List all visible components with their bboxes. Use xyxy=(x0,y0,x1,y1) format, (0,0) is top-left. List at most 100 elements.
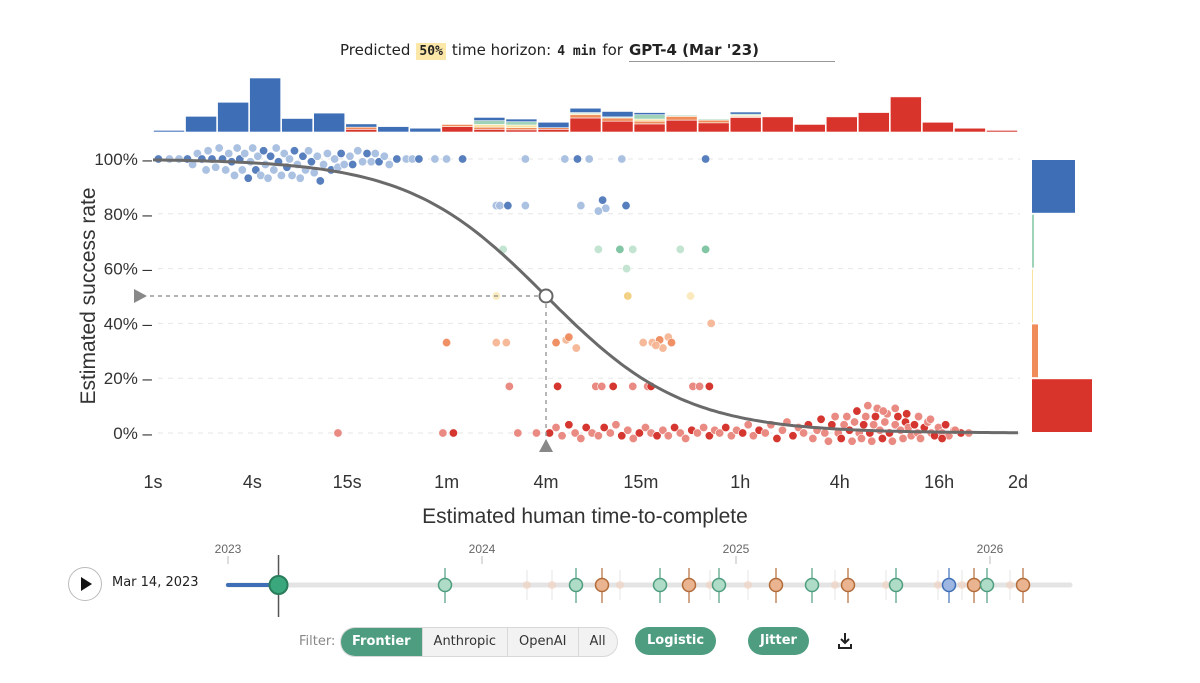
timeline-model-marker xyxy=(941,577,957,593)
x-tick-label: 1h xyxy=(730,472,750,492)
data-point xyxy=(572,154,582,164)
data-point xyxy=(640,423,650,433)
data-point xyxy=(686,291,696,301)
timeline-model-marker xyxy=(652,577,668,593)
timeline-faint-model xyxy=(523,581,531,589)
data-point xyxy=(295,173,305,183)
horizon-marker xyxy=(538,288,554,304)
top-histogram-bar xyxy=(601,120,634,133)
data-point xyxy=(598,195,608,205)
timeline-model-marker xyxy=(1015,577,1031,593)
timeline-faint-model xyxy=(831,581,839,589)
data-point xyxy=(237,165,247,175)
data-point xyxy=(224,149,234,159)
filter-anthropic[interactable]: Anthropic xyxy=(423,628,509,656)
download-icon[interactable] xyxy=(836,631,854,651)
top-histogram-bar xyxy=(569,114,602,119)
data-point xyxy=(634,428,644,438)
data-point xyxy=(279,149,289,159)
timeline: 2023 2024 2025 2026 xyxy=(215,542,1073,617)
data-point xyxy=(581,423,591,433)
data-point xyxy=(513,428,523,438)
data-points xyxy=(153,143,974,446)
data-point xyxy=(842,412,852,422)
timeline-model-marker xyxy=(594,577,610,593)
filter-openai[interactable]: OpenAI xyxy=(508,628,579,656)
x-tick-label: 15s xyxy=(333,472,362,492)
top-histogram-bar xyxy=(569,107,602,113)
timeline-model-marker xyxy=(888,577,904,593)
x-tick-label: 16h xyxy=(924,472,954,492)
play-button[interactable] xyxy=(68,567,102,601)
top-histogram-bar xyxy=(665,119,698,133)
data-point xyxy=(232,143,242,153)
data-point xyxy=(298,151,308,161)
timeline-model-marker xyxy=(840,577,856,593)
data-point xyxy=(808,433,818,443)
jitter-toggle[interactable]: Jitter xyxy=(748,627,809,655)
data-point xyxy=(704,381,714,391)
data-point xyxy=(560,154,570,164)
data-point xyxy=(902,409,912,419)
top-histogram-bar xyxy=(569,117,602,133)
x-tick-label: 1s xyxy=(143,472,162,492)
data-point xyxy=(847,436,857,446)
logistic-fit-toggle[interactable]: Logistic fit xyxy=(635,627,717,676)
data-point xyxy=(442,338,452,348)
model-selector[interactable]: GPT-4 (Mar '23) xyxy=(628,41,835,62)
y-axis-label: Estimated success rate xyxy=(77,187,100,404)
x-tick-label: 1m xyxy=(434,472,459,492)
x-axis-label: Estimated human time-to-complete xyxy=(422,505,748,528)
filter-frontier[interactable]: Frontier xyxy=(341,628,423,656)
top-histogram-bar xyxy=(345,123,378,128)
timeline-handle[interactable] xyxy=(268,575,289,595)
data-point xyxy=(861,412,871,422)
data-point xyxy=(203,146,213,156)
data-point xyxy=(584,154,594,164)
data-point xyxy=(214,143,224,153)
data-point xyxy=(667,338,677,348)
data-point xyxy=(615,244,625,254)
top-histogram-bar xyxy=(441,126,474,133)
data-point xyxy=(856,433,866,443)
data-point xyxy=(379,151,389,161)
top-histogram-bar xyxy=(633,123,666,133)
data-point xyxy=(520,201,530,211)
data-point xyxy=(593,206,603,216)
data-point xyxy=(576,433,586,443)
y-tick-label: 0% – xyxy=(113,424,152,443)
top-histogram-bar xyxy=(473,117,506,121)
data-point xyxy=(692,428,702,438)
top-histogram-bar xyxy=(185,116,217,133)
timeline-year-label: 2023 xyxy=(215,542,242,556)
data-point xyxy=(704,431,714,441)
data-point xyxy=(276,170,286,180)
top-histogram-bar xyxy=(345,126,378,130)
data-point xyxy=(628,381,638,391)
top-histogram-bar xyxy=(473,124,506,128)
top-histogram-bar xyxy=(409,127,442,133)
timeline-model-marker xyxy=(979,577,995,593)
data-point xyxy=(608,381,618,391)
data-point xyxy=(638,338,648,348)
top-histogram-bar xyxy=(665,116,698,121)
timeline-year-label: 2026 xyxy=(977,542,1004,556)
timeline-model-marker xyxy=(568,577,584,593)
data-point xyxy=(285,154,295,164)
data-point xyxy=(336,149,346,159)
top-histogram-bar xyxy=(505,124,538,128)
data-point xyxy=(248,143,258,153)
data-point xyxy=(564,332,574,342)
data-point xyxy=(243,173,253,183)
y-tick-label: 40% – xyxy=(104,314,153,333)
data-point xyxy=(799,428,809,438)
data-point xyxy=(605,428,615,438)
y-tick-label: 80% – xyxy=(104,205,153,224)
filter-all[interactable]: All xyxy=(589,634,606,649)
data-point xyxy=(304,146,314,156)
data-point xyxy=(306,157,316,167)
right-histogram-bar xyxy=(1032,269,1033,323)
data-point xyxy=(788,431,798,441)
data-point xyxy=(622,264,632,274)
data-point xyxy=(593,431,603,441)
